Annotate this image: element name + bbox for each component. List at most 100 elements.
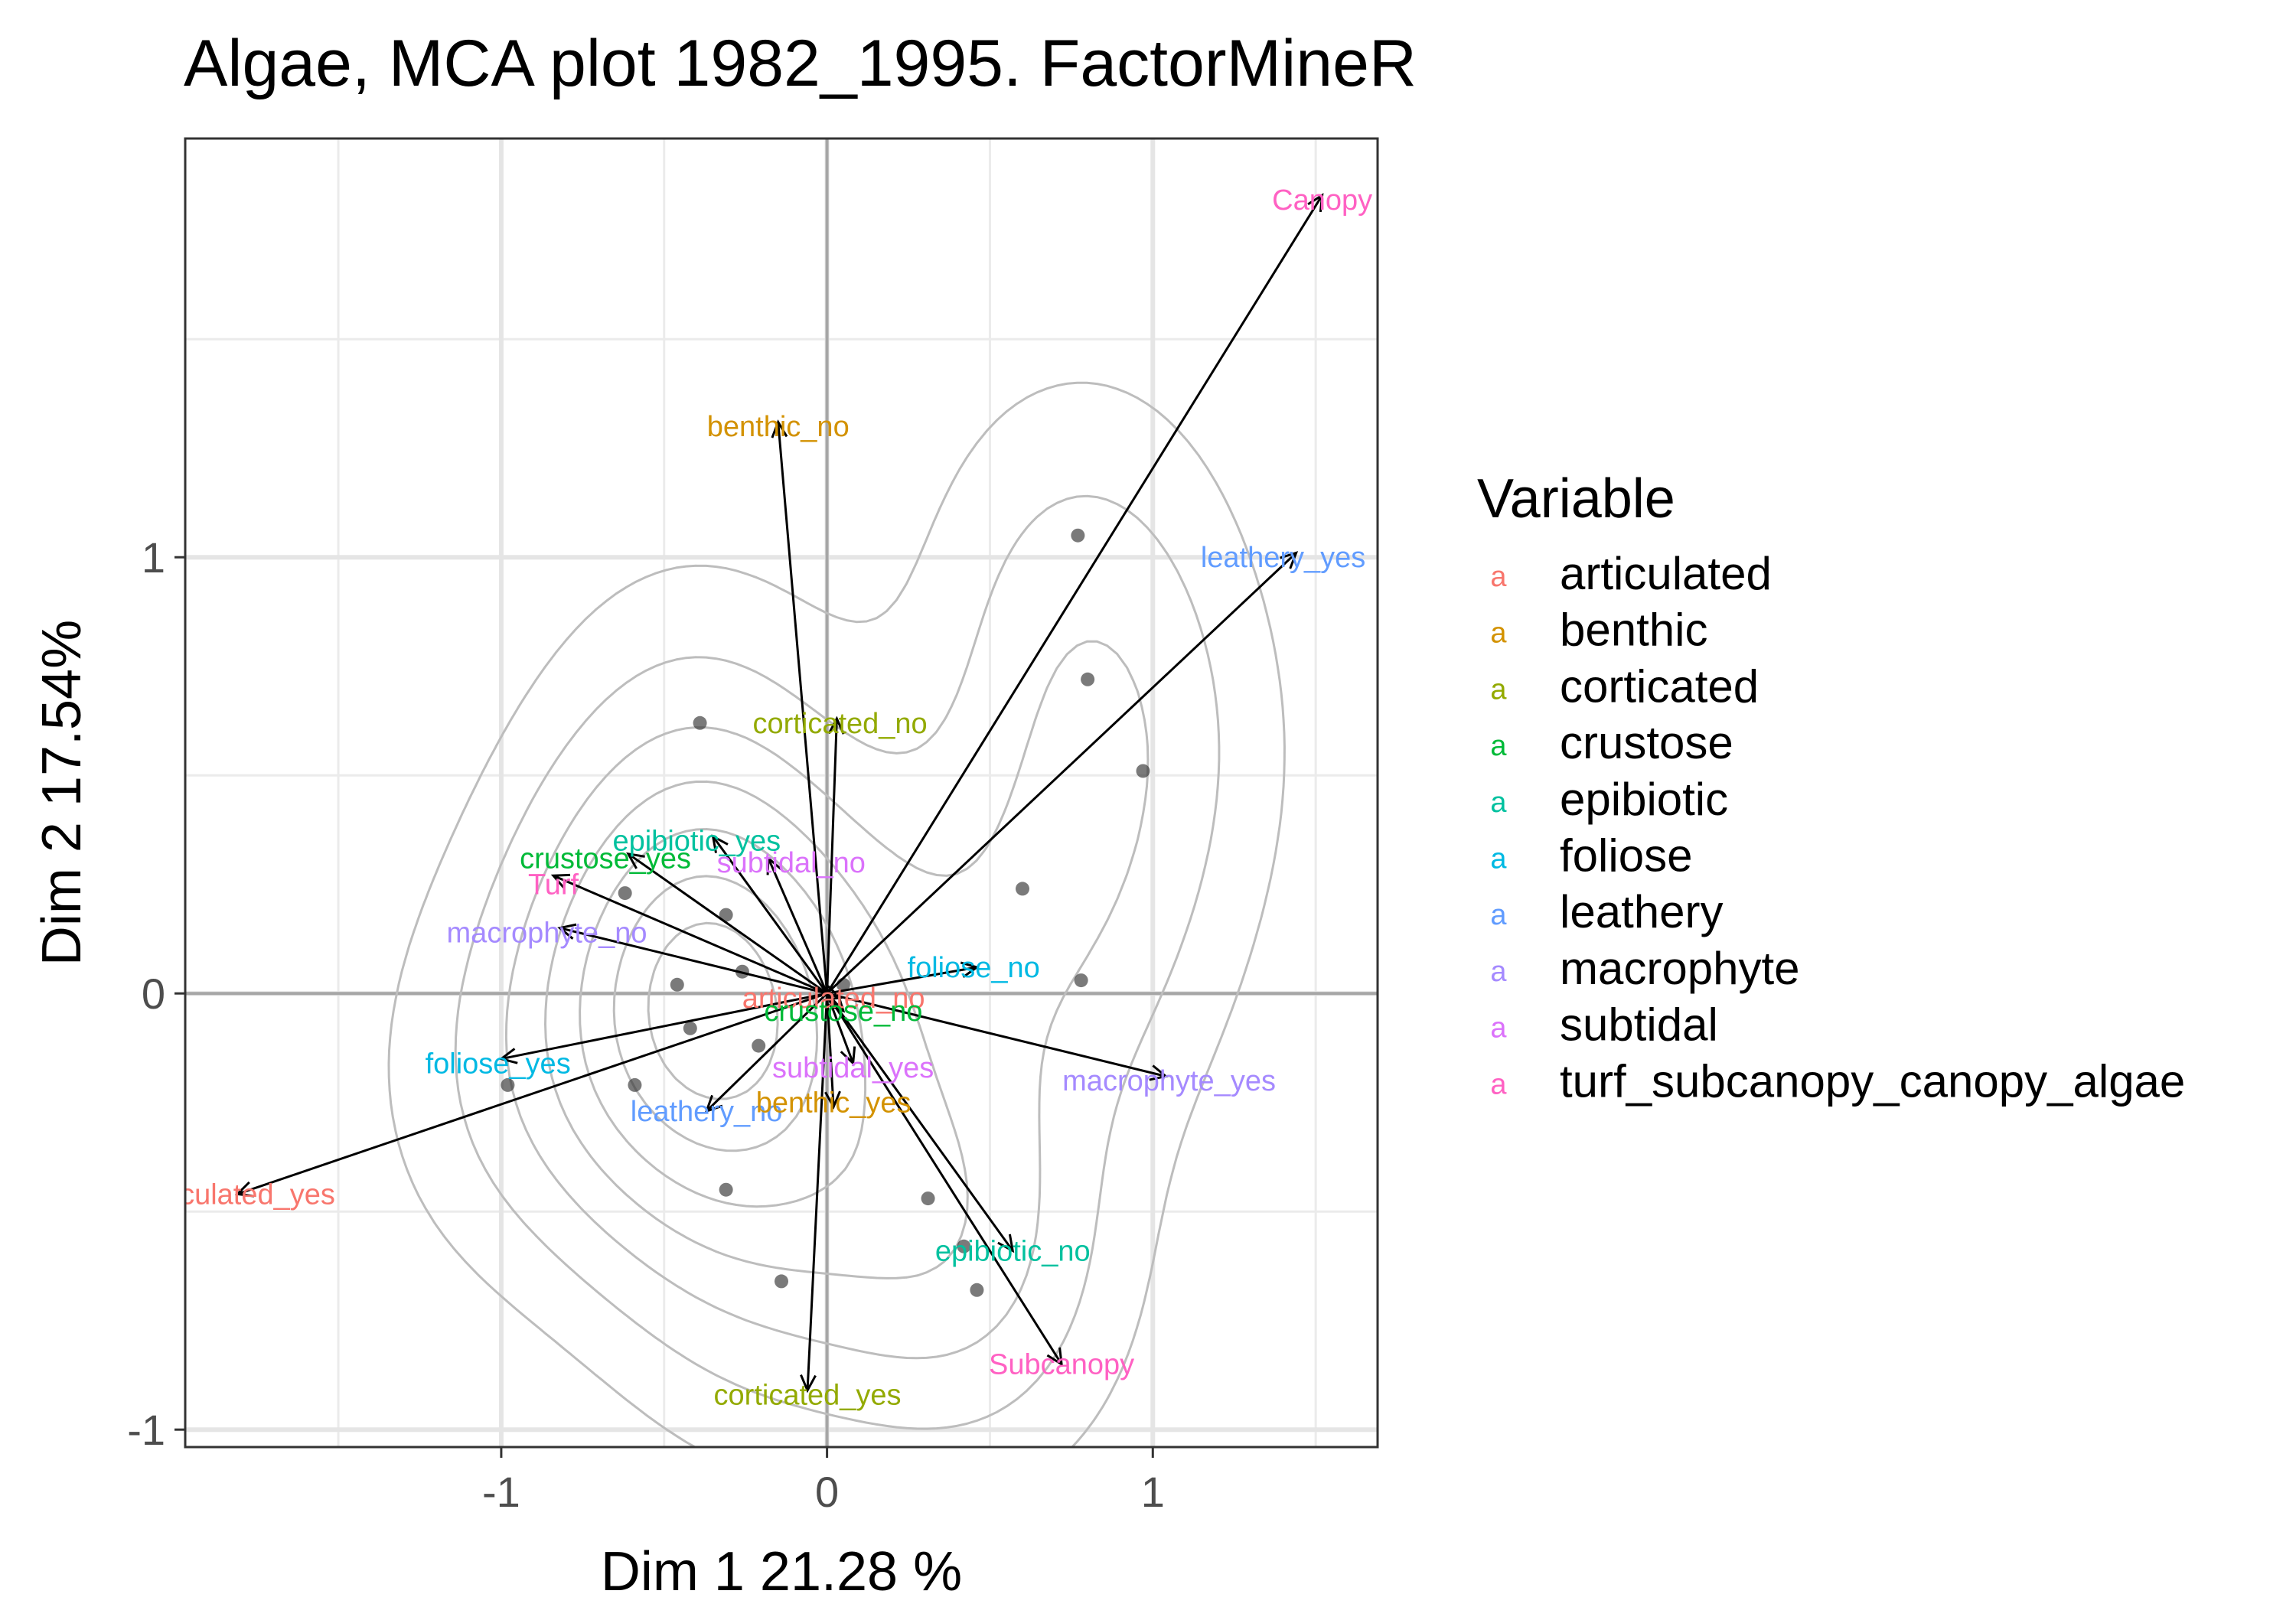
x-tick-label: 0 — [815, 1468, 839, 1516]
y-axis-title: Dim 2 17.54% — [31, 620, 93, 966]
individual-point — [957, 1239, 971, 1253]
category-arrows — [234, 193, 1324, 1393]
arrow-foliose_no — [827, 961, 980, 995]
category-label-epibiotic_yes: epibiotic_yes — [612, 826, 781, 858]
category-label-benthic_yes: benthic_yes — [756, 1087, 912, 1120]
arrow-Canopy — [826, 193, 1324, 994]
legend-item-articulated: a articulated — [1490, 548, 1771, 599]
arrow-benthic_yes — [824, 993, 841, 1110]
legend-key: a — [1490, 1012, 1507, 1045]
grid-layer — [185, 139, 1378, 1447]
category-label-Subcanopy: Subcanopy — [989, 1349, 1134, 1381]
legend-key: a — [1490, 618, 1507, 650]
chart-title: Algae, MCA plot 1982_1995. FactorMineR — [184, 27, 1417, 100]
legend-label: subtidal — [1560, 999, 1718, 1051]
arrow-Turf — [550, 873, 828, 995]
plot-border — [184, 137, 1379, 1449]
legend-label: crustose — [1560, 717, 1733, 768]
category-labels: Canopy benthic_no leathery_yes corticated_n… — [139, 184, 1372, 1412]
axis-ticks: -1 0 1 -1 0 1 — [127, 533, 1165, 1516]
legend-item-epibiotic: a epibiotic — [1490, 774, 1728, 825]
y-tick-label: 0 — [142, 970, 165, 1018]
legend-item-subtidal: a subtidal — [1490, 999, 1717, 1051]
category-label-foliose_yes: foliose_yes — [426, 1048, 571, 1080]
y-tick-label: -1 — [127, 1406, 165, 1454]
legend-items: a articulated a benthic a corticated a crustose… — [1490, 548, 2185, 1107]
legend-label: articulated — [1560, 548, 1772, 599]
category-label-foliose_no: foliose_no — [908, 952, 1040, 984]
category-label-epibiotic_no: epibiotic_no — [935, 1236, 1091, 1268]
arrow-subtidal_no — [766, 856, 828, 994]
legend-label: turf_subcanopy_canopy_algae — [1560, 1055, 2185, 1107]
individual-point — [1136, 764, 1150, 778]
arrow-epibiotic_yes — [711, 834, 828, 995]
arrow-Subcanopy — [826, 993, 1063, 1367]
legend-item-crustose: a crustose — [1490, 717, 1733, 768]
individual-point — [501, 1077, 515, 1092]
density-contour — [579, 828, 867, 1208]
legend-key: a — [1490, 956, 1507, 988]
category-label-subtidal_yes: subtidal_yes — [772, 1052, 934, 1084]
arrow-epibiotic_no — [826, 993, 1015, 1253]
individual-point — [693, 715, 707, 730]
individual-point — [1071, 528, 1085, 543]
individual-point — [1081, 672, 1095, 686]
category-label-leathery_yes: leathery_yes — [1201, 542, 1365, 574]
individual-point — [1016, 882, 1030, 896]
individual-point — [775, 1274, 788, 1289]
plot-background — [185, 139, 1378, 1447]
legend-key: a — [1490, 730, 1507, 762]
x-tick-label: -1 — [482, 1468, 520, 1516]
individual-point — [618, 886, 632, 901]
category-label-subtidal_no: subtidal_no — [717, 847, 866, 879]
legend: Variable a articulated a benthic a corticated… — [1477, 468, 2185, 1107]
category-label-corticated_no: corticated_no — [753, 708, 928, 740]
legend-item-benthic: a benthic — [1490, 605, 1707, 656]
legend-item-leathery: a leathery — [1490, 886, 1723, 937]
category-label-articulated_no: articulated_no — [742, 983, 925, 1015]
individual-point — [970, 1283, 984, 1297]
legend-label: corticated — [1560, 660, 1759, 712]
category-label-crustose_no: crustose_no — [764, 996, 922, 1028]
legend-key: a — [1490, 899, 1507, 931]
y-tick-label: 1 — [142, 533, 165, 582]
legend-label: epibiotic — [1560, 774, 1728, 825]
category-label-Canopy: Canopy — [1272, 184, 1372, 217]
arrow-benthic_no — [771, 419, 829, 994]
arrow-foliose_yes — [498, 992, 827, 1064]
density-contour — [387, 381, 1286, 1447]
arrow-macrophyte_yes — [827, 992, 1169, 1081]
legend-label: macrophyte — [1560, 943, 1799, 994]
density-contour — [544, 780, 969, 1279]
legend-title: Variable — [1477, 468, 1675, 530]
legend-item-turf_subcanopy_canopy_algae: a turf_subcanopy_canopy_algae — [1490, 1055, 2185, 1107]
category-label-macrophyte_yes: macrophyte_yes — [1062, 1065, 1276, 1097]
individual-point — [719, 1182, 733, 1197]
category-label-corticated_yes: corticated_yes — [714, 1380, 902, 1412]
individual-point — [628, 1077, 642, 1092]
legend-item-foliose: a foliose — [1490, 830, 1692, 882]
arrow-crustose_yes — [626, 852, 828, 995]
arrow-leathery_yes — [826, 551, 1299, 995]
legend-key: a — [1490, 843, 1507, 875]
category-label-articulated_yes: articulated_yes — [139, 1178, 335, 1211]
arrow-macrophyte_no — [557, 923, 827, 995]
category-label-leathery_no: leathery_no — [631, 1096, 783, 1128]
individual-point — [670, 977, 684, 992]
category-label-Turf: Turf — [528, 869, 579, 901]
arrow-leathery_no — [704, 993, 828, 1113]
arrow-articulated_yes — [234, 992, 828, 1198]
category-label-benthic_no: benthic_no — [707, 411, 850, 443]
legend-item-corticated: a corticated — [1490, 660, 1759, 712]
individual-point — [719, 908, 733, 922]
density-contour — [454, 494, 1221, 1430]
arrow-corticated_yes — [800, 993, 829, 1393]
legend-label: leathery — [1560, 886, 1723, 937]
legend-label: benthic — [1560, 605, 1707, 656]
density-contour — [647, 921, 779, 1100]
arrow-corticated_no — [826, 715, 845, 994]
individual-point — [752, 1038, 766, 1053]
legend-item-macrophyte: a macrophyte — [1490, 943, 1799, 994]
legend-key: a — [1490, 673, 1507, 706]
x-axis-title: Dim 1 21.28 % — [601, 1541, 962, 1602]
